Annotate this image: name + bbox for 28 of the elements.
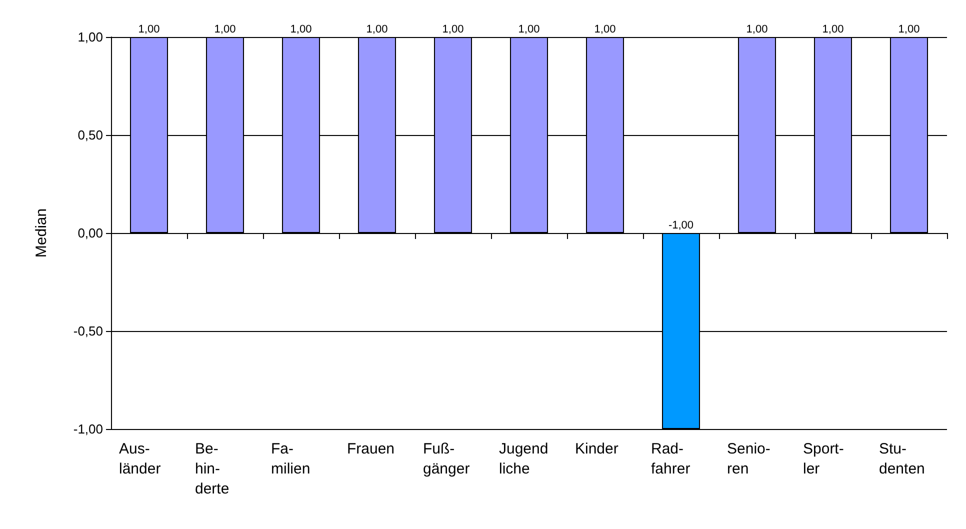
x-tick-label: Jugend liche [499,440,548,478]
data-label: 1,00 [518,24,540,36]
y-axis-title: Median [33,208,50,258]
data-label: 1,00 [214,24,236,36]
x-tick-label: Stu- denten [879,440,925,478]
x-tick-label: Be- hin- derte [195,440,230,498]
data-label: 1,00 [898,24,920,36]
data-label: 1,00 [594,24,616,36]
x-tick-label: Sport- ler [803,440,844,478]
x-tick-label: Fa- milien [271,440,310,478]
x-tick-label: Rad- fahrer [651,440,690,478]
x-tick-label: Frauen [347,440,395,458]
y-tick-label: 0,00 [78,226,103,240]
data-label: 1,00 [138,24,160,36]
x-tick-label: Senio- ren [727,440,770,478]
data-label: 1,00 [290,24,312,36]
y-tick-label: 1,00 [78,30,103,44]
data-label: 1,00 [746,24,768,36]
y-tick-label: -1,00 [73,422,103,436]
data-label: 1,00 [366,24,388,36]
data-label: -1,00 [668,220,694,232]
x-tick-label: Fuß- gänger [423,440,470,478]
x-tick-label: Kinder [575,440,618,458]
y-tick-label: 0,50 [78,128,103,142]
y-tick-label: -0,50 [73,324,103,338]
data-label: 1,00 [822,24,844,36]
x-tick-label: Aus- länder [119,440,161,478]
data-label: 1,00 [442,24,464,36]
